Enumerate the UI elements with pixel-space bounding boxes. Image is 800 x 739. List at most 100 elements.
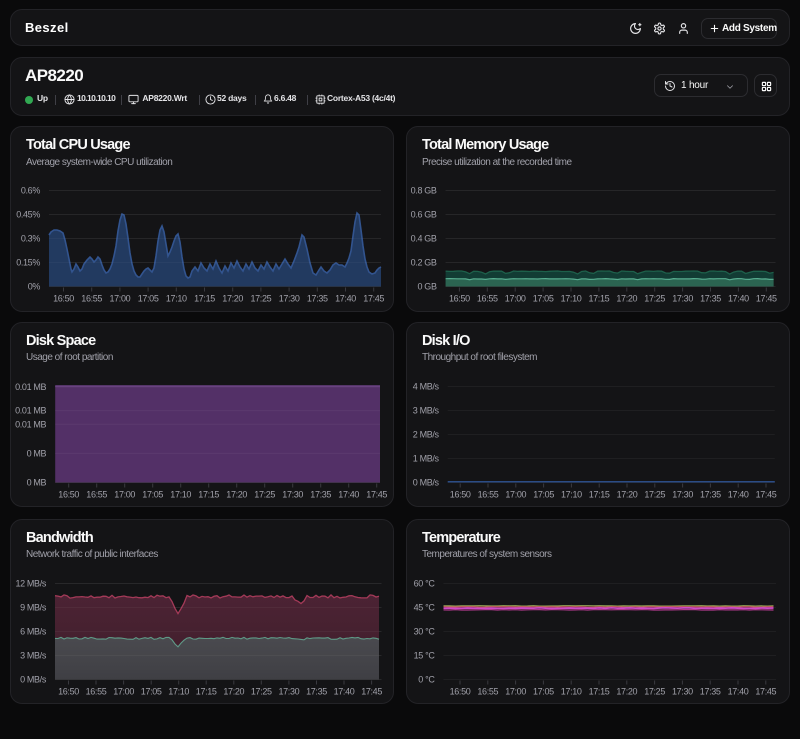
svg-text:17:20: 17:20	[222, 294, 243, 304]
svg-text:0 MB: 0 MB	[27, 477, 47, 487]
svg-text:17:40: 17:40	[728, 489, 749, 499]
svg-text:17:05: 17:05	[533, 489, 554, 499]
svg-text:3 MB/s: 3 MB/s	[413, 405, 440, 415]
svg-text:17:25: 17:25	[644, 489, 665, 499]
svg-text:16:50: 16:50	[58, 686, 79, 696]
svg-text:17:25: 17:25	[644, 686, 665, 696]
svg-text:0 °C: 0 °C	[418, 674, 435, 684]
svg-text:15 °C: 15 °C	[414, 650, 436, 660]
svg-text:17:45: 17:45	[756, 489, 777, 499]
svg-text:16:55: 16:55	[81, 294, 102, 304]
svg-text:0 MB/s: 0 MB/s	[413, 477, 440, 487]
svg-text:17:05: 17:05	[141, 686, 162, 696]
svg-text:17:15: 17:15	[196, 686, 217, 696]
svg-text:17:35: 17:35	[700, 686, 721, 696]
svg-text:0.01 MB: 0.01 MB	[15, 382, 46, 392]
svg-text:17:40: 17:40	[334, 686, 355, 696]
svg-text:0.8 GB: 0.8 GB	[411, 186, 437, 196]
svg-text:17:20: 17:20	[223, 686, 244, 696]
svg-text:17:05: 17:05	[138, 294, 159, 304]
svg-text:0 MB: 0 MB	[27, 448, 47, 458]
svg-text:16:50: 16:50	[450, 489, 471, 499]
svg-text:17:45: 17:45	[366, 489, 387, 499]
svg-text:16:50: 16:50	[53, 294, 74, 304]
svg-text:30 °C: 30 °C	[414, 626, 436, 636]
svg-text:17:25: 17:25	[644, 294, 665, 304]
svg-text:17:30: 17:30	[279, 686, 300, 696]
svg-text:17:35: 17:35	[310, 489, 331, 499]
svg-text:17:35: 17:35	[306, 686, 327, 696]
svg-text:1 MB/s: 1 MB/s	[413, 453, 440, 463]
svg-text:0.45%: 0.45%	[16, 210, 40, 220]
svg-text:16:50: 16:50	[449, 294, 470, 304]
svg-text:3 MB/s: 3 MB/s	[20, 650, 47, 660]
svg-text:17:00: 17:00	[505, 686, 526, 696]
svg-text:17:10: 17:10	[168, 686, 189, 696]
svg-text:17:20: 17:20	[616, 294, 637, 304]
svg-text:17:30: 17:30	[282, 489, 303, 499]
svg-text:17:20: 17:20	[616, 686, 637, 696]
svg-text:17:40: 17:40	[335, 294, 356, 304]
svg-text:17:35: 17:35	[307, 294, 328, 304]
svg-text:0.3%: 0.3%	[21, 234, 40, 244]
svg-text:17:00: 17:00	[114, 489, 135, 499]
svg-text:17:10: 17:10	[561, 686, 582, 696]
svg-text:17:05: 17:05	[533, 686, 554, 696]
svg-text:17:30: 17:30	[672, 489, 693, 499]
svg-text:17:00: 17:00	[110, 294, 131, 304]
svg-text:17:00: 17:00	[113, 686, 134, 696]
svg-text:17:25: 17:25	[251, 294, 272, 304]
svg-text:17:40: 17:40	[728, 686, 749, 696]
svg-text:2 MB/s: 2 MB/s	[413, 429, 440, 439]
svg-text:16:50: 16:50	[58, 489, 79, 499]
svg-text:17:15: 17:15	[589, 686, 610, 696]
svg-text:17:10: 17:10	[166, 294, 187, 304]
svg-text:0.01 MB: 0.01 MB	[15, 405, 46, 415]
svg-text:16:55: 16:55	[86, 686, 107, 696]
svg-text:17:45: 17:45	[361, 686, 382, 696]
svg-text:17:15: 17:15	[194, 294, 215, 304]
svg-text:0 MB/s: 0 MB/s	[20, 674, 47, 684]
svg-text:17:00: 17:00	[505, 489, 526, 499]
svg-text:12 MB/s: 12 MB/s	[15, 578, 46, 588]
svg-text:0.01 MB: 0.01 MB	[15, 419, 46, 429]
svg-text:0.4 GB: 0.4 GB	[411, 234, 437, 244]
svg-text:17:45: 17:45	[756, 294, 777, 304]
svg-text:17:30: 17:30	[672, 294, 693, 304]
svg-text:0.6 GB: 0.6 GB	[411, 210, 437, 220]
svg-text:16:50: 16:50	[450, 686, 471, 696]
svg-text:17:05: 17:05	[533, 294, 554, 304]
svg-text:4 MB/s: 4 MB/s	[413, 381, 440, 391]
svg-text:17:10: 17:10	[561, 294, 582, 304]
svg-text:0.6%: 0.6%	[21, 186, 40, 196]
svg-text:17:35: 17:35	[700, 489, 721, 499]
svg-text:17:40: 17:40	[728, 294, 749, 304]
svg-text:0%: 0%	[28, 282, 41, 292]
svg-text:17:20: 17:20	[617, 489, 638, 499]
svg-text:17:20: 17:20	[226, 489, 247, 499]
svg-text:17:30: 17:30	[672, 686, 693, 696]
svg-text:0.2 GB: 0.2 GB	[411, 258, 437, 268]
svg-text:17:45: 17:45	[755, 686, 776, 696]
svg-text:17:15: 17:15	[198, 489, 219, 499]
svg-text:17:35: 17:35	[700, 294, 721, 304]
svg-text:6 MB/s: 6 MB/s	[20, 626, 47, 636]
svg-text:17:30: 17:30	[279, 294, 300, 304]
svg-text:17:05: 17:05	[142, 489, 163, 499]
svg-text:17:15: 17:15	[589, 489, 610, 499]
svg-text:17:45: 17:45	[363, 294, 384, 304]
svg-text:0 GB: 0 GB	[417, 282, 436, 292]
svg-text:0.15%: 0.15%	[16, 258, 40, 268]
svg-text:16:55: 16:55	[478, 489, 499, 499]
svg-text:9 MB/s: 9 MB/s	[20, 602, 47, 612]
svg-text:17:25: 17:25	[251, 686, 272, 696]
svg-text:16:55: 16:55	[86, 489, 107, 499]
svg-text:17:10: 17:10	[561, 489, 582, 499]
svg-text:17:00: 17:00	[505, 294, 526, 304]
svg-text:60 °C: 60 °C	[414, 578, 436, 588]
svg-text:16:55: 16:55	[477, 686, 498, 696]
svg-text:17:40: 17:40	[338, 489, 359, 499]
svg-text:17:25: 17:25	[254, 489, 275, 499]
svg-text:45 °C: 45 °C	[414, 602, 436, 612]
svg-text:16:55: 16:55	[477, 294, 498, 304]
